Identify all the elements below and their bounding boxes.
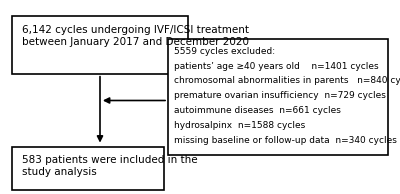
Text: autoimmune diseases  n=661 cycles: autoimmune diseases n=661 cycles [174, 107, 341, 115]
Text: hydrosalpinx  n=1588 cycles: hydrosalpinx n=1588 cycles [174, 121, 305, 130]
Bar [12, 16, 188, 74]
Text: 5559 cycles excluded:: 5559 cycles excluded: [174, 47, 275, 55]
Text: 6,142 cycles undergoing IVF/ICSI treatment
between January 2017 and December 202: 6,142 cycles undergoing IVF/ICSI treatme… [22, 25, 249, 47]
Bar [168, 39, 388, 155]
Text: 583 patients were included in the
study analysis: 583 patients were included in the study … [22, 155, 198, 177]
Text: patients’ age ≥40 years old    n=1401 cycles: patients’ age ≥40 years old n=1401 cycle… [174, 61, 379, 71]
Text: chromosomal abnormalities in parents   n=840 cycles: chromosomal abnormalities in parents n=8… [174, 76, 400, 86]
Text: missing baseline or follow-up data  n=340 cycles: missing baseline or follow-up data n=340… [174, 136, 397, 145]
Text: premature ovarian insufficiency  n=729 cycles: premature ovarian insufficiency n=729 cy… [174, 91, 386, 100]
Bar [12, 147, 164, 190]
